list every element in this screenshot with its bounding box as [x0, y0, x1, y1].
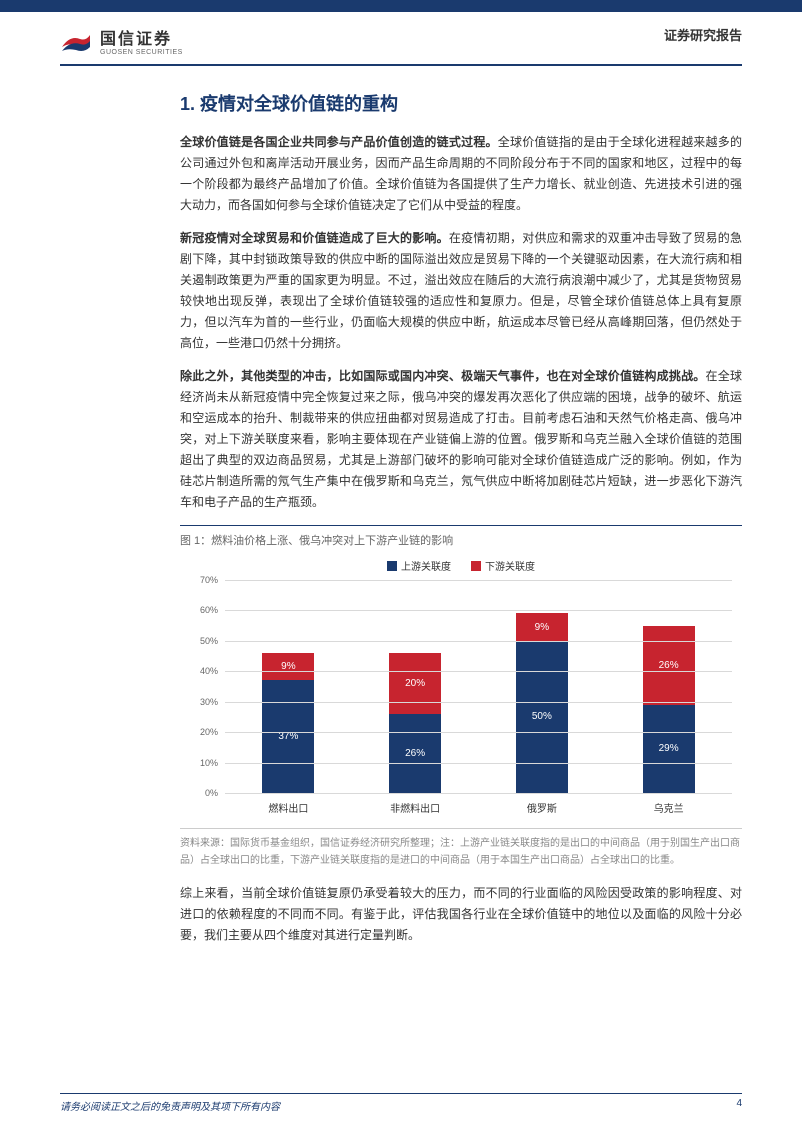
y-tick: 0% — [205, 788, 218, 798]
legend-downstream: 下游关联度 — [471, 558, 535, 573]
para2-bold: 新冠疫情对全球贸易和价值链造成了巨大的影响。 — [180, 231, 449, 245]
para3-rest: 在全球经济尚未从新冠疫情中完全恢复过来之际，俄乌冲突的爆发再次恶化了供应端的困境… — [180, 369, 742, 509]
x-label: 燃料出口 — [225, 796, 352, 818]
bar-segment-upstream: 50% — [516, 641, 568, 793]
paragraph-1: 全球价值链是各国企业共同参与产品价值创造的链式过程。全球价值链指的是由于全球化进… — [180, 132, 742, 216]
legend-downstream-label: 下游关联度 — [485, 558, 535, 573]
y-tick: 20% — [200, 727, 218, 737]
bar-slot: 26%20% — [352, 580, 479, 793]
footer-disclaimer: 请务必阅读正文之后的免责声明及其项下所有内容 — [60, 1098, 280, 1113]
figure-caption: 资料来源：国际货币基金组织，国信证券经济研究所整理；注：上游产业链关联度指的是出… — [180, 828, 742, 869]
bar-segment-downstream: 9% — [262, 653, 314, 680]
para2-rest: 在疫情初期，对供应和需求的双重冲击导致了贸易的急剧下降，其中封锁政策导致的供应中… — [180, 231, 742, 350]
x-label: 非燃料出口 — [352, 796, 479, 818]
swatch-downstream — [471, 561, 481, 571]
y-tick: 60% — [200, 605, 218, 615]
logo-mark — [60, 29, 92, 53]
gridline — [225, 671, 732, 672]
x-label: 俄罗斯 — [479, 796, 606, 818]
bar-chart: 上游关联度 下游关联度 0%10%20%30%40%50%60%70% 37%9… — [180, 558, 742, 818]
x-axis-labels: 燃料出口非燃料出口俄罗斯乌克兰 — [225, 796, 732, 818]
gridline — [225, 732, 732, 733]
figure-title: 图 1：燃料油价格上涨、俄乌冲突对上下游产业链的影响 — [180, 525, 742, 548]
y-tick: 40% — [200, 666, 218, 676]
company-name-en: GUOSEN SECURITIES — [100, 49, 183, 56]
logo: 国信证券 GUOSEN SECURITIES — [60, 25, 183, 56]
y-axis: 0%10%20%30%40%50%60%70% — [180, 580, 222, 793]
page-top-bar — [0, 0, 802, 12]
bar-segment-downstream: 9% — [516, 613, 568, 640]
bar-stack: 50%9% — [516, 580, 568, 793]
para1-bold: 全球价值链是各国企业共同参与产品价值创造的链式过程。 — [180, 135, 498, 149]
chart-legend: 上游关联度 下游关联度 — [387, 558, 535, 573]
bar-slot: 50%9% — [479, 580, 606, 793]
legend-upstream: 上游关联度 — [387, 558, 451, 573]
bar-segment-downstream: 20% — [389, 653, 441, 714]
y-tick: 30% — [200, 697, 218, 707]
y-tick: 50% — [200, 636, 218, 646]
gridline — [225, 702, 732, 703]
gridline — [225, 763, 732, 764]
bar-slot: 29%26% — [605, 580, 732, 793]
para3-bold: 除此之外，其他类型的冲击，比如国际或国内冲突、极端天气事件，也在对全球价值链构成… — [180, 369, 706, 383]
logo-text: 国信证券 GUOSEN SECURITIES — [100, 25, 183, 56]
gridline — [225, 793, 732, 794]
paragraph-3: 除此之外，其他类型的冲击，比如国际或国内冲突、极端天气事件，也在对全球价值链构成… — [180, 366, 742, 513]
bar-segment-downstream: 26% — [643, 626, 695, 705]
page-footer: 请务必阅读正文之后的免责声明及其项下所有内容 4 — [60, 1093, 742, 1113]
section-title: 1. 疫情对全球价值链的重构 — [180, 90, 742, 116]
paragraph-2: 新冠疫情对全球贸易和价值链造成了巨大的影响。在疫情初期，对供应和需求的双重冲击导… — [180, 228, 742, 354]
bar-segment-upstream: 37% — [262, 680, 314, 793]
report-type: 证券研究报告 — [664, 25, 742, 44]
bar-stack: 37%9% — [262, 580, 314, 793]
legend-upstream-label: 上游关联度 — [401, 558, 451, 573]
gridline — [225, 641, 732, 642]
bar-segment-upstream: 29% — [643, 705, 695, 793]
y-tick: 10% — [200, 758, 218, 768]
bar-segment-upstream: 26% — [389, 714, 441, 793]
x-label: 乌克兰 — [605, 796, 732, 818]
plot-area: 37%9%26%20%50%9%29%26% — [225, 580, 732, 793]
page-header: 国信证券 GUOSEN SECURITIES 证券研究报告 — [60, 25, 742, 66]
bars-container: 37%9%26%20%50%9%29%26% — [225, 580, 732, 793]
bar-stack: 26%20% — [389, 580, 441, 793]
conclusion-paragraph: 综上来看，当前全球价值链复原仍承受着较大的压力，而不同的行业面临的风险因受政策的… — [180, 883, 742, 946]
bar-slot: 37%9% — [225, 580, 352, 793]
main-content: 1. 疫情对全球价值链的重构 全球价值链是各国企业共同参与产品价值创造的链式过程… — [180, 90, 742, 958]
page-number: 4 — [736, 1098, 742, 1113]
company-name-cn: 国信证券 — [100, 25, 183, 49]
y-tick: 70% — [200, 575, 218, 585]
gridline — [225, 610, 732, 611]
bar-stack: 29%26% — [643, 580, 695, 793]
gridline — [225, 580, 732, 581]
swatch-upstream — [387, 561, 397, 571]
